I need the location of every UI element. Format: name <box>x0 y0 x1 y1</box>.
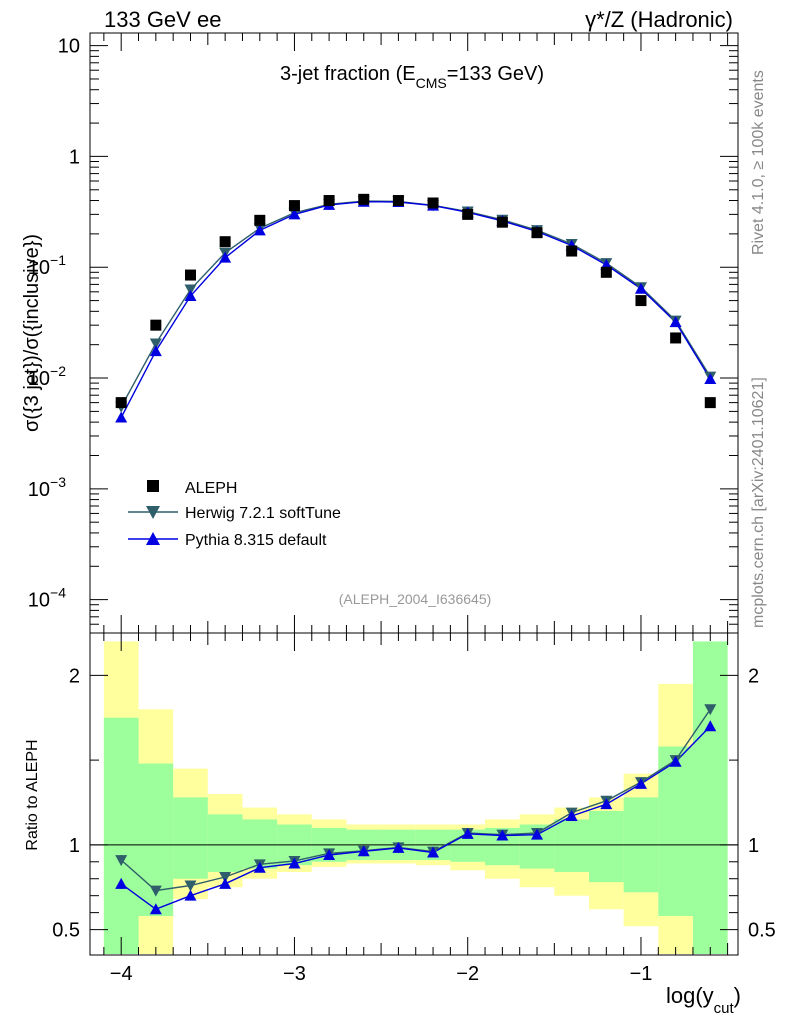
pythia-ratio-point <box>357 845 370 857</box>
pythia-point <box>253 224 266 236</box>
pythia-ratio-point <box>253 861 266 873</box>
x-tick-label: −3 <box>283 963 306 985</box>
ratio-panel: 2 2 1 1 0.5 0.5 −4 −3 −2 −1 Ratio to ALEPH log(yc… <box>24 632 776 1017</box>
y-axis-label: σ({3 jet})/σ({inclusive}) <box>21 234 43 432</box>
herwig-ratio-point <box>219 872 232 884</box>
ratio-band-inner <box>658 746 693 917</box>
herwig-point <box>149 338 162 350</box>
aleph-point <box>670 332 682 344</box>
pythia-ratio-point <box>427 846 440 858</box>
ratio-band-inner <box>103 717 139 954</box>
herwig-ratio-point <box>184 880 197 892</box>
ratio-y-tick-label-right: 1 <box>748 835 759 857</box>
pythia-ratio-point <box>704 720 717 732</box>
ratio-band-inner <box>173 797 208 879</box>
ratio-band-inner <box>554 819 589 872</box>
aleph-point <box>566 245 578 257</box>
y-tick-label: 1 <box>69 146 80 168</box>
pythia-ratio-point <box>531 828 544 840</box>
aleph-point <box>358 193 370 205</box>
pythia-point <box>115 411 128 423</box>
pythia-point <box>634 282 647 294</box>
y-tick-label: 10−2 <box>28 363 66 390</box>
mcplots-label: mcplots.cern.ch [arXiv:2401.10621] <box>750 377 767 628</box>
herwig-ratio-point <box>704 704 717 716</box>
legend: ALEPH Herwig 7.2.1 softTune Pythia 8.315… <box>128 480 341 549</box>
chart-title: 3-jet fraction (ECMS=133 GeV) <box>280 63 544 91</box>
pythia-ratio-point <box>184 889 197 901</box>
ratio-y-tick-label-right: 0.5 <box>748 920 776 942</box>
aleph-point <box>288 200 300 212</box>
main-panel: 10 1 10−1 10−2 10−3 10−4 3-jet fraction (ECMS… <box>21 32 739 634</box>
pythia-ratio-point <box>219 877 232 889</box>
ratio-y-axis-label: Ratio to ALEPH <box>24 739 41 850</box>
aleph-point <box>392 195 404 207</box>
x-tick-label: −4 <box>110 963 133 985</box>
ratio-band-inner <box>588 810 624 883</box>
header-right: γ*/Z (Hadronic) <box>585 7 733 32</box>
aleph-point <box>115 397 127 409</box>
aleph-point <box>323 195 335 207</box>
rivet-label: Rivet 4.1.0, ≥ 100k events <box>750 70 767 255</box>
x-tick-label: −1 <box>630 963 653 985</box>
herwig-line <box>120 200 711 408</box>
ratio-band-inner <box>692 641 728 954</box>
legend-marker-pythia <box>146 532 160 545</box>
aleph-point <box>600 266 612 278</box>
pythia-point <box>219 251 232 263</box>
aleph-point <box>427 197 439 209</box>
y-tick-label: 10−3 <box>28 474 66 501</box>
pythia-ratio-point <box>669 755 682 767</box>
legend-marker-herwig <box>146 506 160 519</box>
aleph-point <box>150 319 162 331</box>
x-tick-label: −2 <box>456 963 479 985</box>
ratio-y-tick-label: 2 <box>69 665 80 687</box>
pythia-line <box>120 200 711 418</box>
pythia-point <box>184 290 197 302</box>
pythia-ratio-point <box>323 849 336 861</box>
pythia-ratio-point <box>565 810 578 822</box>
pythia-point <box>669 316 682 328</box>
y-tick-label: 10 <box>58 36 80 58</box>
pythia-ratio-point <box>461 827 474 839</box>
pythia-ratio-point <box>634 777 647 789</box>
ratio-frame <box>89 632 739 956</box>
analysis-id: (ALEPH_2004_I636645) <box>339 591 492 607</box>
aleph-point <box>496 216 508 228</box>
aleph-point <box>254 214 266 226</box>
pythia-point <box>288 208 301 220</box>
ratio-y-tick-label: 0.5 <box>52 920 80 942</box>
aleph-point <box>462 208 474 220</box>
y-tick-label: 10−1 <box>28 252 66 279</box>
y-tick-label: 10−4 <box>28 585 66 612</box>
aleph-point <box>704 397 716 409</box>
ratio-y-tick-label-right: 2 <box>748 665 759 687</box>
aleph-point <box>531 227 543 239</box>
pythia-ratio-line <box>120 725 711 910</box>
aleph-point <box>184 269 196 281</box>
legend-label-aleph: ALEPH <box>185 480 237 497</box>
pythia-ratio-point <box>149 903 162 915</box>
ratio-band-inner <box>207 814 243 872</box>
pythia-point <box>149 345 162 357</box>
pythia-ratio-point <box>600 798 613 810</box>
ratio-y-tick-label: 1 <box>69 835 80 857</box>
legend-label-pythia: Pythia 8.315 default <box>185 532 327 549</box>
aleph-point <box>219 236 231 248</box>
pythia-point <box>704 373 717 385</box>
x-axis-label: log(ycut) <box>666 983 741 1017</box>
aleph-point <box>635 295 647 307</box>
herwig-ratio-point <box>149 885 162 897</box>
pythia-ratio-point <box>288 857 301 869</box>
legend-label-herwig: Herwig 7.2.1 softTune <box>185 505 341 522</box>
pythia-ratio-point <box>392 841 405 853</box>
pythia-ratio-point <box>496 829 509 841</box>
header-left: 133 GeV ee <box>104 7 221 32</box>
legend-marker-aleph <box>147 480 159 492</box>
herwig-point <box>184 284 197 296</box>
